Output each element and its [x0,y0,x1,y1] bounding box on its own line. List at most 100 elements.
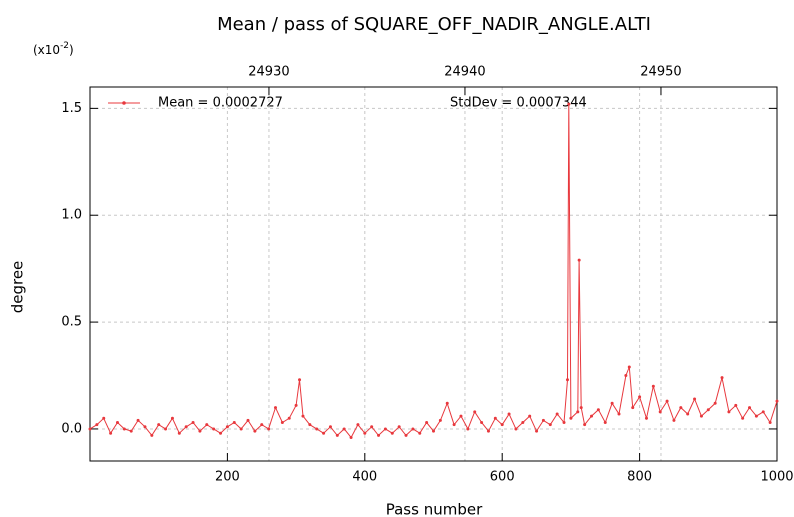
point [521,421,525,425]
point [411,427,415,431]
point [260,423,264,427]
point [507,412,511,416]
point [342,427,346,431]
point [610,401,614,405]
point [741,416,745,420]
point [212,427,216,431]
point [514,427,518,431]
point [191,421,195,425]
point [136,418,140,422]
x-tick-label: 1000 [760,470,793,485]
point [418,431,422,435]
point [761,410,765,414]
x2-tick-label: 24940 [444,65,485,80]
point [686,412,690,416]
point [88,427,92,431]
point [727,410,731,414]
point [349,435,353,439]
point [713,401,717,405]
point [157,423,161,427]
point [432,429,435,433]
point [720,376,724,380]
x2-tick-label: 24930 [248,65,289,80]
point [164,427,168,431]
point [693,397,697,401]
point [219,431,223,435]
point [122,427,126,431]
y-axis-label: degree [9,261,27,314]
chart-title: Mean / pass of SQUARE_OFF_NADIR_ANGLE.AL… [217,14,651,35]
point [335,433,339,437]
point [548,423,552,427]
point [404,433,408,437]
point [603,421,607,425]
point [617,412,621,416]
point [287,416,291,420]
point [579,406,583,410]
mean-annotation: Mean = 0.0002727 [158,96,283,111]
point [445,401,449,405]
point [644,416,648,420]
point [294,403,298,407]
y-tick-label: 0.0 [61,421,82,436]
point [301,414,305,418]
point [577,258,581,262]
point [205,423,209,427]
point [706,408,710,412]
point [535,429,539,433]
point [109,431,113,435]
point [308,423,312,427]
point [150,433,154,437]
point [273,406,277,410]
point [232,421,236,425]
point [528,414,532,418]
point [590,414,594,418]
point [541,418,545,422]
point [583,423,587,427]
y-scale-suffix: ) [69,43,74,57]
stddev-annotation: StdDev = 0.0007344 [450,96,587,111]
point [356,423,360,427]
point [102,416,106,420]
point [129,429,133,433]
point [239,427,243,431]
point [562,421,566,425]
point [280,421,284,425]
legend-marker [122,101,126,105]
point [754,414,758,418]
point [246,418,250,422]
y-scale-prefix: (x10 [33,43,60,57]
point [480,421,484,425]
point [253,429,257,433]
point [627,365,631,369]
point [425,421,429,425]
point [363,431,367,435]
y-tick-label: 0.5 [61,315,82,330]
point [459,414,463,418]
point [177,431,181,435]
point [452,423,456,427]
point [658,410,662,414]
x-tick-label: 400 [352,470,377,485]
point [748,406,752,410]
point [699,414,703,418]
point [624,374,628,378]
point [143,425,147,429]
point [631,406,635,410]
point [383,427,387,431]
point [679,406,683,410]
point [184,425,188,429]
point [569,416,573,420]
x-tick-label: 600 [490,470,515,485]
point [473,410,477,414]
point [638,395,642,399]
plot-frame [89,86,778,462]
point [322,431,326,435]
point [225,425,229,429]
point [596,408,600,412]
x-tick-label: 800 [627,470,652,485]
point [377,433,381,437]
point [267,427,271,431]
x-axis-label: Pass number [386,501,483,517]
